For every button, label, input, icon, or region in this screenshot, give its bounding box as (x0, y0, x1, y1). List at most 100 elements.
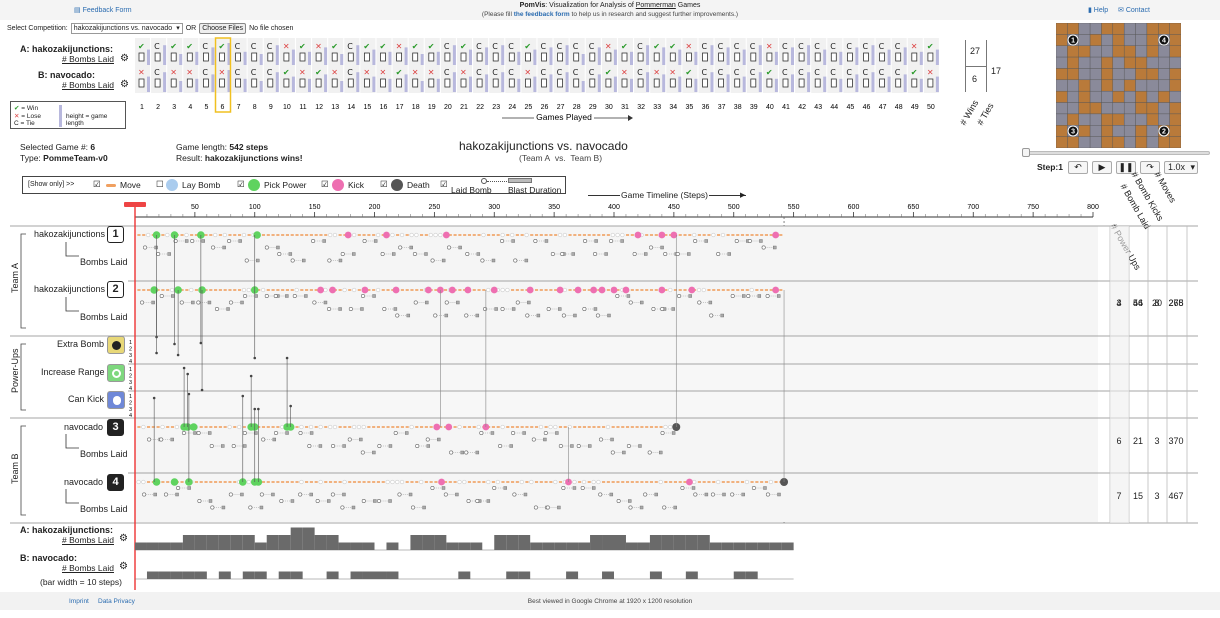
game-board[interactable]: 1 4 3 2 (1056, 23, 1181, 148)
game-length-bar (678, 49, 682, 65)
hist-bar (530, 542, 543, 550)
hist-bar (518, 535, 531, 550)
laid-bomb-checkbox[interactable]: ☑ (440, 179, 448, 189)
contact-link[interactable]: ✉ Contact (1118, 7, 1150, 14)
powerup-level: 3 (129, 353, 132, 359)
game-result-b: C (476, 68, 482, 77)
game-length-bar (485, 74, 489, 92)
speed-select[interactable]: 1.0x ▾ (1164, 161, 1198, 174)
bomb-count-box (492, 52, 499, 62)
step-back-button[interactable]: ↶ (1068, 161, 1088, 174)
idle-marker (361, 424, 366, 430)
blast-marker (491, 258, 496, 263)
pause-button[interactable]: ❚❚ (1116, 161, 1136, 174)
gear-icon[interactable]: ⚙ (120, 53, 129, 64)
blast-marker (254, 431, 258, 435)
idle-marker (519, 479, 524, 485)
move-checkbox[interactable]: ☑ (93, 179, 101, 189)
stat-p3-moves: 370 (1168, 436, 1184, 446)
wins-divider-h (966, 66, 986, 67)
agent-number: 1 (1071, 38, 1075, 45)
imprint-link[interactable]: Imprint (69, 598, 89, 605)
kick-checkbox[interactable]: ☑ (321, 179, 329, 189)
hist-bar (158, 542, 171, 550)
game-length-bar (179, 81, 183, 92)
gear-icon[interactable]: ⚙ (120, 79, 129, 90)
blast-marker (523, 492, 528, 497)
kick-event (317, 286, 325, 294)
hist-bar (602, 571, 614, 579)
laid-bomb-marker (380, 251, 385, 256)
laid-bomb-marker (376, 498, 381, 503)
board-tile (1146, 136, 1159, 148)
game-result: Result: hakozakijunctions wins! (176, 153, 303, 163)
step-forward-button[interactable]: ↷ (1140, 161, 1160, 174)
blast-marker (773, 245, 777, 250)
powerup-level: 4 (129, 413, 132, 419)
timeline-chart[interactable]: 50 100 150 200 250 300 350 400 450 500 550 600 650 70… (0, 198, 1220, 590)
game-length-bar (839, 78, 843, 92)
stat-p1-powerups: 4 (1116, 298, 1122, 308)
help-link[interactable]: ▮ Help (1088, 7, 1109, 14)
player-2-bombs-label: Bombs Laid (80, 312, 128, 322)
team-b-bombs-selector[interactable]: # Bombs Laid (62, 80, 114, 90)
death-checkbox[interactable]: ☑ (380, 179, 388, 189)
team-a-bombs-selector[interactable]: # Bombs Laid (62, 54, 114, 64)
idle-marker (323, 287, 328, 293)
game-result-a: C (814, 42, 820, 51)
bomb-count-box (911, 78, 918, 88)
feedback-inline-link[interactable]: the feedback form (513, 11, 570, 18)
laid-bomb-marker (228, 492, 233, 497)
blast-marker (288, 252, 293, 256)
blast-marker (741, 492, 745, 497)
privacy-link[interactable]: Data Privacy (98, 598, 135, 605)
pommerman-link[interactable]: Pommerman (635, 2, 676, 9)
blast-marker (511, 239, 515, 243)
blast-marker (405, 431, 409, 435)
time-tick-label: 800 (1087, 204, 1099, 211)
pick-power-checkbox[interactable]: ☑ (237, 179, 245, 189)
gear-icon[interactable]: ⚙ (119, 533, 128, 544)
laid-bomb-marker (231, 444, 236, 449)
hist-bar (637, 542, 650, 550)
play-button[interactable]: ▶ (1092, 161, 1112, 174)
board-tile (1078, 79, 1091, 92)
bomb-count-box (669, 78, 676, 88)
game-length-bar (340, 54, 344, 65)
agent-marker (1067, 34, 1079, 46)
laid-bomb-marker (492, 485, 497, 490)
idle-marker (160, 424, 165, 430)
competition-select[interactable]: hakozakijunctions vs. navocado ▾ (70, 23, 183, 34)
laid-bomb-marker (214, 307, 219, 312)
blast-marker (638, 444, 642, 448)
laid-bomb-marker (515, 300, 520, 305)
hist-bar (146, 542, 159, 550)
step-slider[interactable] (1022, 151, 1210, 155)
game-result-b: C (589, 68, 595, 77)
blast-marker (671, 307, 675, 311)
game-length-bar (259, 81, 263, 92)
gear-icon[interactable]: ⚙ (119, 561, 128, 572)
game-number: 18 (412, 104, 420, 111)
lay-bomb-checkbox[interactable]: ☐ (156, 179, 164, 189)
laid-bomb-marker (680, 485, 685, 490)
stats-column-bg (1110, 226, 1129, 523)
board-tile (1146, 45, 1159, 58)
game-length-bar (340, 81, 344, 92)
game-length-bar (356, 72, 360, 92)
board-tile (1101, 102, 1114, 115)
game-length-bar (501, 45, 505, 65)
game-length-bar (726, 47, 730, 65)
powerup-link-dot (241, 394, 245, 398)
feedback-link[interactable]: ▤ Feedback Form (74, 7, 132, 14)
idle-marker (261, 287, 266, 293)
hist-bar (697, 535, 710, 550)
slider-handle[interactable] (1022, 148, 1030, 157)
game-length-bar (581, 81, 585, 92)
hist-bar (374, 571, 387, 579)
bomb-count-box (380, 78, 386, 88)
choose-files-button[interactable]: Choose Files (199, 23, 247, 34)
hist-a-selector[interactable]: # Bombs Laid (62, 535, 114, 545)
hist-b-selector[interactable]: # Bombs Laid (62, 563, 114, 573)
bomb-count-box (186, 52, 193, 62)
